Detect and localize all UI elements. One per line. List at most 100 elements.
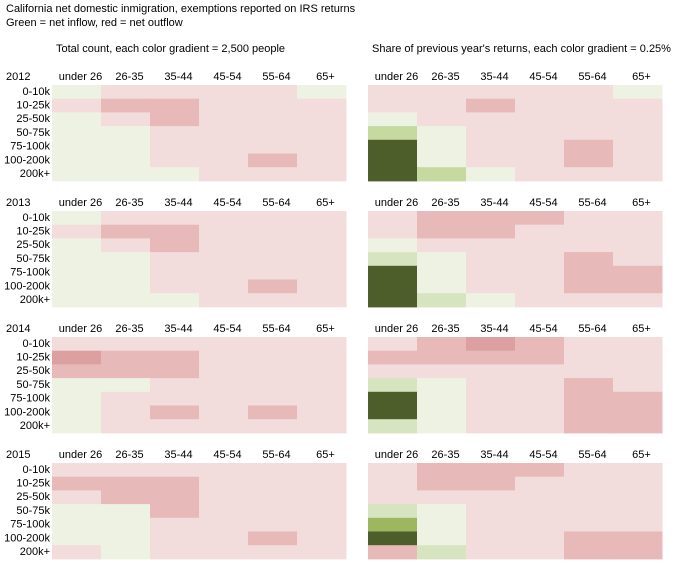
heat-cell [101, 139, 151, 154]
column-label: 45-54 [213, 323, 241, 335]
heat-cell [515, 463, 565, 478]
year-label: 2013 [6, 197, 30, 209]
heat-cell [199, 350, 249, 365]
column-label: under 26 [375, 323, 418, 335]
heat-cell [52, 350, 102, 365]
heat-cell [248, 504, 298, 519]
heat-cell [368, 252, 418, 267]
column-label: under 26 [375, 449, 418, 461]
row-label: 50-75k [16, 127, 50, 139]
heat-cell [150, 98, 200, 113]
heat-cell [150, 364, 200, 379]
heat-cell [466, 419, 516, 434]
heat-cell [199, 419, 249, 434]
heat-cell [613, 490, 663, 505]
heat-cell [199, 391, 249, 406]
heat-cell [613, 252, 663, 267]
heat-cell [417, 126, 467, 141]
heat-cell [52, 265, 102, 280]
heat-cell [417, 405, 467, 420]
heat-cell [297, 504, 347, 519]
heat-cell [466, 504, 516, 519]
heat-cell [466, 517, 516, 532]
row-label: 0-10k [22, 464, 50, 476]
heat-cell [52, 85, 102, 100]
heat-cell [466, 337, 516, 352]
row-label: 75-100k [10, 519, 50, 531]
heat-cell [613, 265, 663, 280]
heat-cell [515, 112, 565, 127]
heat-cell [466, 139, 516, 154]
heat-cell [368, 391, 418, 406]
heat-cell [101, 337, 151, 352]
heat-cell [150, 265, 200, 280]
heat-cell [52, 419, 102, 434]
heat-cell [297, 545, 347, 560]
heat-cell [101, 211, 151, 226]
heat-cell [564, 337, 614, 352]
heat-cell [52, 279, 102, 294]
heat-cell [199, 85, 249, 100]
column-label: 35-44 [164, 71, 192, 83]
heat-cell [101, 391, 151, 406]
heat-cell [248, 126, 298, 141]
heat-cell [101, 293, 151, 308]
column-label: 55-64 [578, 323, 606, 335]
heat-cell [101, 405, 151, 420]
column-label: 35-44 [480, 71, 508, 83]
column-label: under 26 [375, 71, 418, 83]
heat-cell [417, 153, 467, 168]
heat-cell [297, 350, 347, 365]
heat-cell [150, 531, 200, 546]
heat-cell [417, 490, 467, 505]
heat-cell [199, 238, 249, 253]
heat-cell [150, 545, 200, 560]
heat-cell [417, 517, 467, 532]
heat-cell [297, 517, 347, 532]
heat-cell [613, 238, 663, 253]
heat-cell [199, 98, 249, 113]
heat-cell [248, 405, 298, 420]
heat-cell [368, 378, 418, 393]
year-label: 2015 [6, 449, 30, 461]
heat-cell [515, 337, 565, 352]
heat-cell [297, 293, 347, 308]
heat-cell [564, 211, 614, 226]
heat-cell [417, 476, 467, 491]
row-label: 75-100k [10, 141, 50, 153]
panel-title: Total count, each color gradient = 2,500… [56, 43, 285, 55]
heat-cell [150, 391, 200, 406]
heat-cell [52, 238, 102, 253]
column-label: 45-54 [213, 71, 241, 83]
heat-cell [101, 265, 151, 280]
heat-cell [297, 391, 347, 406]
heat-cell [199, 126, 249, 141]
row-label: 50-75k [16, 505, 50, 517]
heat-cell [515, 139, 565, 154]
heat-cell [150, 211, 200, 226]
row-label: 75-100k [10, 393, 50, 405]
heat-cell [613, 463, 663, 478]
heat-cell [52, 153, 102, 168]
heat-cell [297, 490, 347, 505]
heat-cell [613, 167, 663, 182]
heat-cell [248, 419, 298, 434]
heat-cell [417, 391, 467, 406]
heat-cell [368, 211, 418, 226]
heat-cell [466, 364, 516, 379]
column-label: 35-44 [480, 197, 508, 209]
heat-cell [101, 378, 151, 393]
heat-cell [297, 405, 347, 420]
heat-cell [297, 112, 347, 127]
column-label: under 26 [59, 323, 102, 335]
heat-cell [564, 238, 614, 253]
heat-cell [417, 504, 467, 519]
heat-cell [248, 531, 298, 546]
column-label: 55-64 [262, 449, 290, 461]
heat-cell [515, 153, 565, 168]
heat-cell [466, 224, 516, 239]
column-label: 65+ [632, 197, 651, 209]
heat-cell [248, 545, 298, 560]
heat-cell [368, 98, 418, 113]
heat-cell [515, 531, 565, 546]
